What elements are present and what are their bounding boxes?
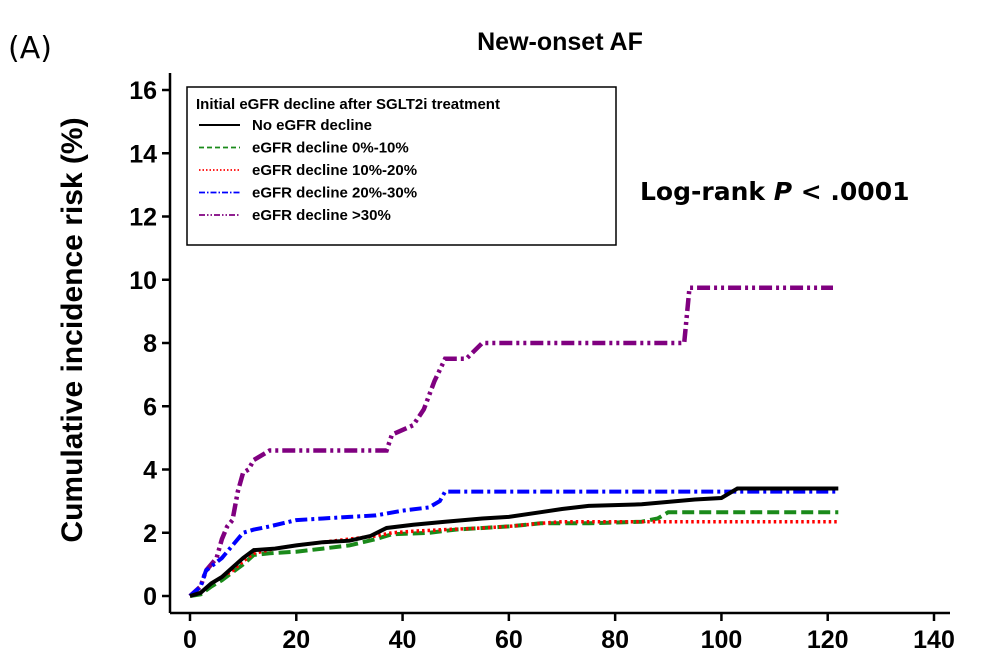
- series-line: [188, 285, 833, 598]
- legend-label: eGFR decline 0%-10%: [252, 140, 409, 157]
- x-tick-label: 140: [913, 626, 955, 654]
- x-tick-label: 20: [282, 626, 310, 654]
- y-tick-label: 2: [143, 520, 157, 548]
- x-ticks: 0 20 40 60 80 100 120 140: [183, 613, 955, 654]
- x-tick-label: 80: [601, 626, 629, 654]
- axes: 0 2 4 6 8 10 12 14 16 0 20 40 60 80 100 120 140: [129, 73, 955, 654]
- legend-items: No eGFR decline eGFR decline 0%-10% eGFR d…: [199, 117, 417, 224]
- legend-label: No eGFR decline: [252, 117, 372, 134]
- x-tick-label: 60: [495, 626, 523, 654]
- y-tick-label: 4: [143, 457, 157, 485]
- annotation-prefix: Log-rank: [640, 177, 774, 206]
- legend-box: [186, 86, 617, 246]
- x-tick-label: 100: [701, 626, 743, 654]
- x-tick-label: 120: [807, 626, 849, 654]
- y-tick-label: 16: [129, 77, 157, 105]
- annotation-suffix: < .0001: [792, 177, 909, 206]
- y-tick-label: 6: [143, 393, 157, 421]
- y-tick-label: 10: [129, 267, 157, 295]
- y-tick-label: 12: [129, 204, 157, 232]
- series-line: [189, 486, 839, 598]
- series-layer: [188, 285, 839, 598]
- log-rank-annotation: Log-rank P < .0001: [640, 177, 909, 206]
- y-tick-label: 14: [129, 140, 157, 168]
- y-axis-label: Cumulative incidence risk (%): [56, 117, 89, 542]
- series-line: [189, 510, 839, 598]
- x-tick-label: 40: [389, 626, 417, 654]
- series-line: [189, 519, 839, 598]
- chart-title: New-onset AF: [477, 28, 643, 56]
- y-ticks: 0 2 4 6 8 10 12 14 16: [129, 77, 170, 611]
- series-line: [188, 489, 839, 598]
- y-tick-label: 0: [143, 583, 157, 611]
- legend: Initial eGFR decline after SGLT2i treatm…: [186, 86, 617, 246]
- panel-label: (A): [8, 31, 52, 66]
- annotation-p: P: [774, 177, 792, 206]
- legend-label: eGFR decline 20%-30%: [252, 185, 417, 202]
- legend-label: eGFR decline 10%-20%: [252, 162, 417, 179]
- x-tick-label: 0: [183, 626, 197, 654]
- legend-title: Initial eGFR decline after SGLT2i treatm…: [196, 96, 500, 113]
- y-tick-label: 8: [143, 330, 157, 358]
- legend-label: eGFR decline >30%: [252, 207, 391, 224]
